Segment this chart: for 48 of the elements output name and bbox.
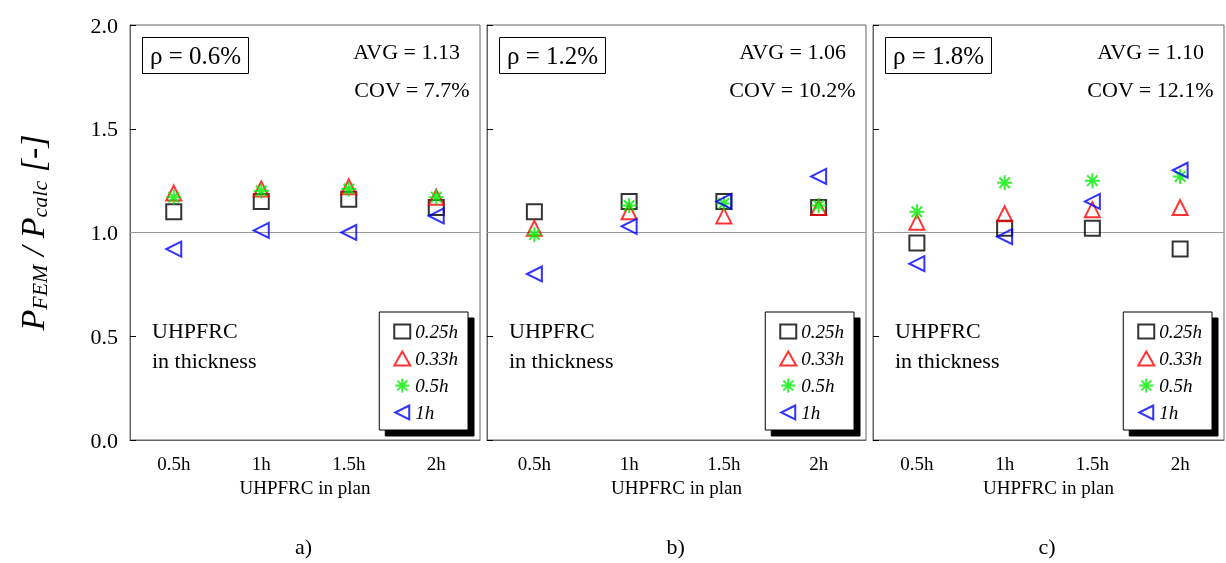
legend-label: 0.33h bbox=[801, 348, 844, 369]
annotation: UHPFRC in thickness bbox=[895, 317, 1000, 373]
legend-label: 0.33h bbox=[415, 348, 458, 369]
x-tick-label: 1.5h bbox=[707, 453, 741, 474]
text: c) bbox=[1038, 533, 1056, 559]
annotation: COV = 10.2% bbox=[729, 76, 856, 102]
x-axis-title: UHPFRC in plan bbox=[983, 476, 1115, 498]
text: ρ = 1.8% bbox=[893, 42, 985, 69]
legend-label: 0.25h bbox=[415, 321, 458, 342]
y-tick-label: 1.5 bbox=[90, 116, 118, 142]
legend-label: 1h bbox=[1159, 402, 1179, 423]
y-tick-label: 0.5 bbox=[90, 323, 118, 349]
x-tick-label: 0.5h bbox=[157, 453, 191, 474]
annotation: UHPFRC in thickness bbox=[509, 317, 614, 373]
legend-label: 0.5h bbox=[415, 375, 449, 396]
annotation: COV = 12.1% bbox=[1087, 76, 1214, 102]
x-tick-label: 1.5h bbox=[332, 453, 366, 474]
annotation: AVG = 1.10 bbox=[1097, 38, 1204, 64]
x-tick-label: 2h bbox=[1170, 453, 1191, 474]
x-tick-label: 1.5h bbox=[1075, 453, 1110, 474]
legend-label: 0.5h bbox=[801, 375, 835, 396]
legend-label: 0.25h bbox=[801, 321, 844, 342]
legend-label: 0.5h bbox=[1159, 375, 1193, 396]
text: ρ = 1.2% bbox=[507, 42, 599, 69]
x-tick-label: 1h bbox=[251, 453, 272, 474]
annotation: UHPFRC in thickness bbox=[152, 317, 257, 373]
x-tick-label: 0.5h bbox=[900, 453, 934, 474]
legend-label: 0.33h bbox=[1159, 348, 1202, 369]
x-tick-label: 2h bbox=[426, 453, 447, 474]
x-tick-label: 1h bbox=[995, 453, 1015, 474]
annotation: AVG = 1.06 bbox=[739, 38, 846, 64]
text: ρ = 0.6% bbox=[150, 42, 242, 69]
x-tick-label: 0.5h bbox=[517, 453, 552, 474]
legend-label: 1h bbox=[415, 402, 435, 423]
annotation: AVG = 1.13 bbox=[353, 38, 460, 64]
x-axis-title: UHPFRC in plan bbox=[239, 476, 371, 498]
y-tick-label: 1.0 bbox=[90, 220, 118, 245]
annotation: COV = 7.7% bbox=[354, 76, 470, 102]
x-tick-label: 2h bbox=[809, 453, 829, 474]
x-axis-title: UHPFRC in plan bbox=[611, 476, 743, 498]
x-tick-label: 1h bbox=[619, 453, 640, 474]
legend-label: 1h bbox=[801, 402, 821, 423]
y-axis-title: PFEM / Pcalc [-] bbox=[13, 134, 52, 332]
text: a) bbox=[295, 533, 313, 559]
y-tick-label: 2.0 bbox=[90, 12, 118, 38]
text: b) bbox=[666, 533, 685, 559]
legend-label: 0.25h bbox=[1159, 321, 1202, 342]
y-tick-label: 0.0 bbox=[90, 427, 118, 453]
